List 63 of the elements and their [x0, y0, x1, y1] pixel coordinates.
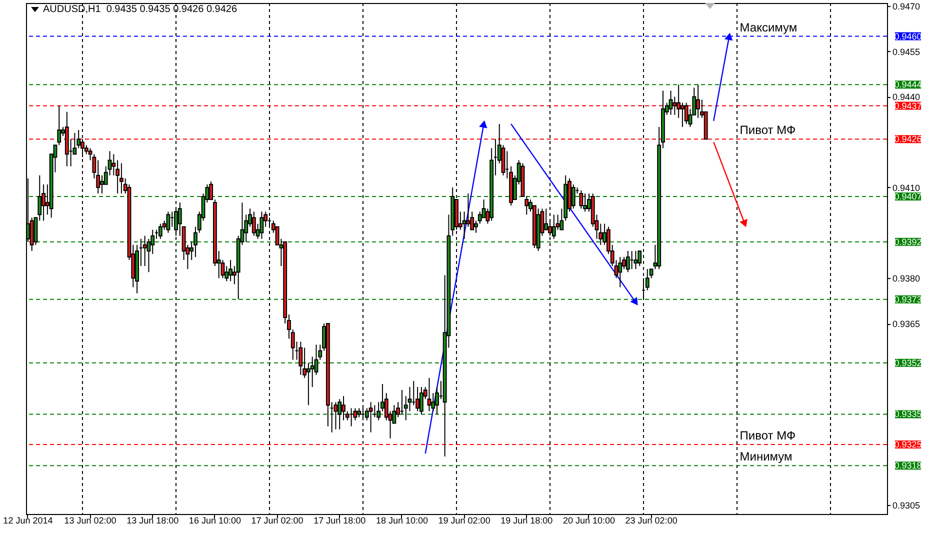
x-tick-label: 12 Jun 2014 [3, 516, 53, 526]
candlestick [696, 84, 700, 118]
ref-line-label: 0.9437 [894, 100, 922, 111]
annotation: Максимум [740, 20, 798, 34]
x-tick-label: 13 Jun 18:00 [126, 516, 179, 526]
candlestick [634, 250, 638, 270]
x-tick-label: 19 Jun 02:00 [438, 516, 490, 526]
x-tick-label: 23 Jun 02:00 [625, 516, 678, 526]
ref-line-label: 0.9325 [894, 439, 922, 450]
candlestick [672, 96, 677, 116]
candlestick [357, 408, 362, 418]
y-tick-label: 0.9365 [892, 319, 920, 330]
candlestick [342, 396, 346, 421]
ref-line-label: 0.9352 [894, 358, 922, 368]
annotation: Пивот МФ [740, 428, 796, 442]
ref-line-label: 0.9407 [894, 192, 922, 202]
x-tick-label: 13 Jun 02:00 [64, 516, 116, 526]
x-tick-label: 16 Jun 10:00 [188, 516, 241, 526]
annotation: Пивот МФ [740, 123, 796, 138]
candlestick [583, 192, 588, 212]
candlestick [462, 211, 466, 240]
candlestick [260, 211, 264, 240]
y-tick-label: 0.9470 [892, 2, 920, 12]
ref-line-label: 0.9335 [894, 409, 922, 420]
y-tick-label: 0.9305 [892, 500, 920, 510]
ref-line-label: 0.9392 [894, 236, 922, 247]
candlestick [338, 398, 342, 430]
candlestick [298, 341, 303, 376]
x-tick-label: 17 Jun 02:00 [251, 516, 304, 526]
candlestick [427, 377, 432, 412]
candlestick [166, 211, 170, 234]
candlestick [228, 260, 232, 282]
ref-line-label: 0.9373 [894, 294, 922, 304]
y-tick-label: 0.9380 [892, 274, 920, 284]
y-tick-label: 0.9440 [892, 92, 920, 102]
candlestick [252, 211, 256, 236]
candlestick [419, 386, 424, 415]
candlestick [158, 223, 162, 240]
x-tick-label: 19 Jun 18:00 [500, 516, 553, 526]
x-tick-label: 20 Jun 10:00 [562, 516, 615, 526]
ref-line-label: 0.9444 [894, 80, 922, 90]
x-tick-label: 18 Jun 10:00 [376, 516, 428, 526]
ref-line-label: 0.9318 [894, 460, 922, 471]
candlestick [680, 102, 684, 128]
candlestick [571, 184, 576, 210]
chart-title: AUDUSD,H1 0.9435 0.9435 0.9426 0.9426 [43, 4, 238, 15]
annotation: Минимум [740, 450, 792, 464]
ref-line-label: 0.9426 [894, 134, 922, 144]
candlestick [626, 250, 630, 273]
candlestick [368, 402, 373, 433]
candlestick [684, 102, 688, 124]
candlestick [579, 190, 584, 210]
candlestick [466, 192, 470, 228]
candlestick [119, 162, 124, 194]
y-tick-label: 0.9455 [892, 46, 920, 57]
candlestick [618, 256, 622, 288]
candlestick [100, 174, 104, 194]
candlestick [142, 235, 147, 267]
candlestick [334, 402, 338, 430]
candlestick [668, 90, 673, 116]
candlestick [552, 214, 556, 240]
y-tick-label: 0.9410 [892, 182, 920, 193]
x-tick-label: 17 Jun 18:00 [314, 516, 366, 526]
